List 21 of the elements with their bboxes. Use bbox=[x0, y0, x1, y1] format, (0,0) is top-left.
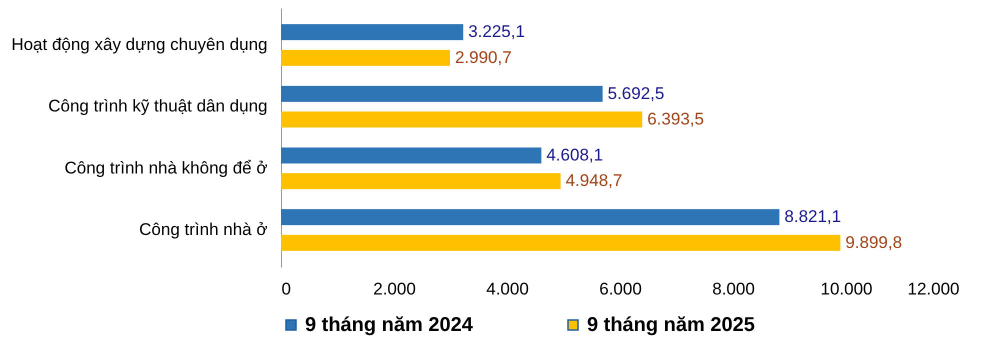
x-tick-label: 6.000 bbox=[599, 280, 642, 298]
data-label: 2.990,7 bbox=[454, 48, 512, 67]
data-label: 5.692,5 bbox=[608, 84, 664, 103]
x-tick-label: 0 bbox=[282, 280, 291, 298]
data-label: 3.225,1 bbox=[468, 22, 525, 42]
data-label: 8.821,1 bbox=[784, 207, 842, 226]
legend-label: 9 tháng năm 2025 bbox=[587, 314, 755, 336]
x-tick-label: 10.000 bbox=[820, 280, 872, 298]
legend-label: 9 tháng năm 2024 bbox=[305, 314, 474, 336]
y-tick-label: Công trình nhà ở bbox=[139, 220, 268, 239]
data-label: 6.393,5 bbox=[647, 110, 704, 129]
y-tick-label: Công trình nhà không để ở bbox=[64, 158, 268, 178]
data-label: 4.948,7 bbox=[566, 171, 622, 190]
x-tick-label: 8.000 bbox=[712, 280, 755, 298]
x-tick-label: 2.000 bbox=[373, 280, 416, 298]
y-tick-label: Công trình kỹ thuật dân dụng bbox=[48, 96, 268, 116]
data-label: 4.608,1 bbox=[546, 145, 604, 164]
x-tick-label: 12.000 bbox=[908, 280, 960, 298]
x-tick-label: 4.000 bbox=[486, 280, 529, 298]
y-tick-label: Hoạt động xây dựng chuyên dụng bbox=[11, 35, 268, 54]
data-label: 9.899,8 bbox=[845, 232, 902, 252]
